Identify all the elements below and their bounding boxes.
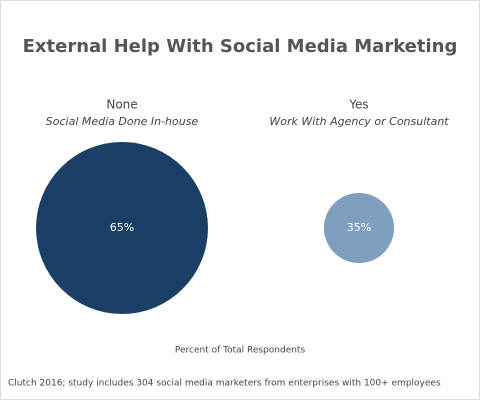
value-label: 65% — [110, 221, 134, 234]
chart-title: External Help With Social Media Marketin… — [23, 36, 458, 57]
category-label: Yes — [348, 98, 368, 112]
source-note: Clutch 2016; study includes 304 social m… — [8, 379, 441, 389]
axis-label: Percent of Total Respondents — [175, 346, 306, 356]
category-subtitle: Work With Agency or Consultant — [269, 115, 449, 128]
category-label: None — [106, 98, 137, 112]
bubble — [323, 192, 395, 264]
value-label: 35% — [347, 221, 371, 234]
category-subtitle: Social Media Done In-house — [46, 115, 199, 128]
bubble — [36, 142, 208, 314]
